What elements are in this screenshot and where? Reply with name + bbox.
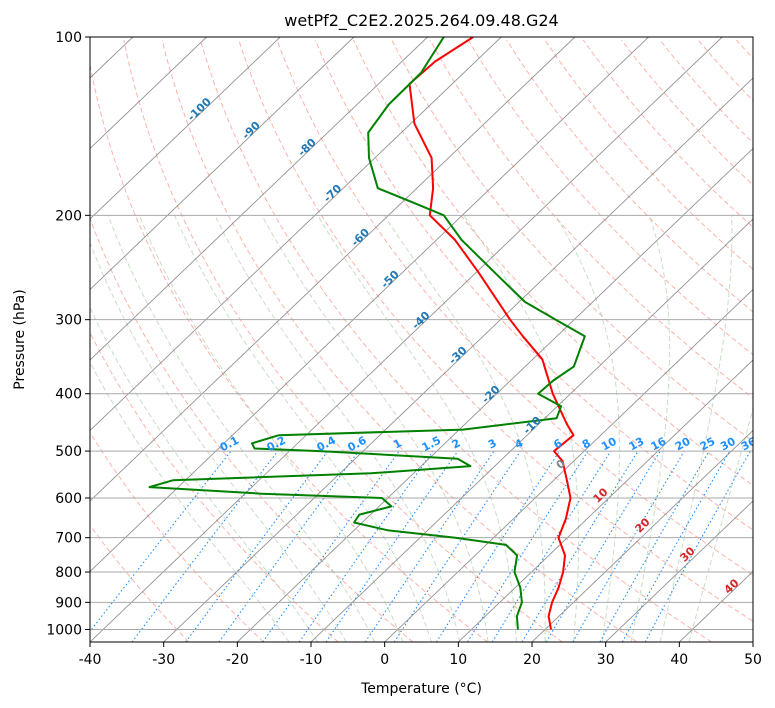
dry-adiabat-line	[276, 39, 753, 576]
mixing-ratio-line	[521, 451, 639, 642]
mixing-ratio-line	[467, 451, 589, 642]
mixing-ratio-line	[435, 451, 560, 642]
isotherm-line	[90, 37, 502, 432]
moist-adiabat-line	[90, 241, 347, 642]
mixing-ratio-label: 16	[649, 435, 669, 454]
mixing-ratio-line	[491, 451, 611, 642]
isotherm-line	[458, 359, 753, 642]
moist-adiabat-line	[90, 306, 319, 642]
dry-adiabat-line	[199, 39, 712, 642]
y-tick-label: 500	[55, 444, 82, 460]
dry-adiabat-line	[353, 39, 753, 486]
y-tick-label: 800	[55, 565, 82, 581]
x-tick-label: -30	[152, 652, 175, 668]
isotherm-line	[90, 37, 723, 642]
x-tick-label: 30	[597, 652, 615, 668]
dry-adiabat-line	[582, 39, 753, 228]
mixing-ratio-label: 25	[698, 435, 718, 454]
moist-adiabat-line	[659, 215, 733, 642]
mixing-ratio-line	[262, 451, 400, 642]
isotherm-line	[90, 37, 576, 502]
y-tick-label: 900	[55, 595, 82, 611]
mixing-ratio-label: 36	[739, 435, 759, 454]
dry-adiabat-line	[123, 39, 563, 642]
x-tick-label: -20	[226, 652, 249, 668]
x-tick-label: 0	[380, 652, 389, 668]
mixing-ratio-label: 30	[718, 435, 738, 454]
plot-frame	[89, 36, 754, 643]
y-tick-label: 400	[55, 387, 82, 403]
x-tick-label: -40	[79, 652, 102, 668]
isotherm-line	[384, 288, 753, 642]
isotherm-line	[90, 37, 207, 150]
mixing-ratio-line	[572, 451, 685, 642]
dry-adiabat-line	[90, 216, 414, 642]
moist-adiabat-line	[107, 215, 376, 642]
moist-adiabat-line	[138, 215, 404, 642]
y-tick-label: 1000	[46, 622, 82, 638]
dry-adiabat-line	[467, 39, 753, 356]
moist-adiabat-line	[555, 215, 620, 642]
dewpoint-profile	[148, 37, 586, 630]
mixing-ratio-line	[325, 451, 458, 642]
sounding-profiles	[148, 37, 586, 630]
mixing-ratio-line	[621, 451, 730, 642]
mixing-ratio-line	[218, 451, 359, 642]
axes: -40 -30 -20 -10 0 10 20 30 40 50 100 200 300 400 500 60…	[46, 30, 762, 668]
dry-adiabat-line	[90, 62, 488, 642]
dry-adiabat-line	[90, 431, 264, 642]
temperature-profile	[408, 37, 575, 630]
mixing-ratio-label: 10	[599, 435, 619, 454]
mixing-ratio-label: 20	[673, 435, 693, 454]
x-tick-label: -10	[300, 652, 323, 668]
y-tick-label: 300	[55, 313, 82, 329]
moist-adiabat-line	[630, 215, 671, 642]
chart-title: wetPf2_C2E2.2025.264.09.48.G24	[284, 11, 558, 31]
isotherm-line	[90, 37, 649, 573]
x-tick-label: 50	[744, 652, 762, 668]
x-tick-label: 10	[449, 652, 467, 668]
mixing-ratio-line	[90, 451, 232, 633]
x-tick-label: 20	[523, 652, 541, 668]
dry-adiabat-line	[429, 39, 753, 399]
isotherm-line	[90, 37, 281, 220]
isotherm-line	[310, 218, 753, 642]
y-tick-label: 700	[55, 531, 82, 547]
y-tick-label: 600	[55, 491, 82, 507]
y-tick-label: 100	[55, 30, 82, 46]
dry-adiabat-line	[391, 39, 753, 442]
isotherm-line	[605, 500, 753, 642]
isotherm-line	[90, 37, 428, 361]
moist-adiabat-line	[688, 406, 753, 642]
mixing-ratio-line	[644, 451, 751, 642]
dry-adiabat-line	[314, 39, 753, 531]
x-tick-label: 40	[670, 652, 688, 668]
isotherm-line	[531, 429, 753, 642]
dry-adiabat-line	[90, 524, 190, 642]
isotherm-line	[163, 77, 753, 642]
moist-adiabat-line	[317, 215, 517, 642]
mixing-ratio-line	[599, 451, 710, 642]
y-axis-label: Pressure (hPa)	[12, 289, 28, 389]
x-axis-label: Temperature (°C)	[360, 681, 482, 697]
isotherm-line	[237, 147, 753, 642]
reference-lines	[90, 37, 753, 642]
dry-adiabat-line	[659, 39, 753, 144]
mixing-ratio-label: 13	[627, 435, 647, 454]
isotherm-line	[90, 37, 355, 291]
y-tick-label: 200	[55, 208, 82, 224]
